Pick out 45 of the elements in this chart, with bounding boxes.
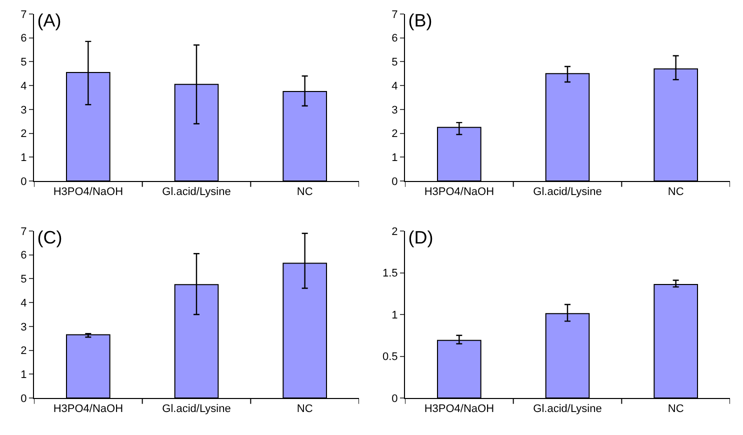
chart-title: (A) (37, 10, 62, 31)
y-tick-label: 4 (392, 80, 398, 92)
y-tick-label: 1 (392, 152, 398, 164)
y-tick-label: 2 (20, 128, 27, 140)
chart-title: (C) (37, 228, 62, 248)
y-tick-label: 3 (392, 104, 398, 116)
y-tick-label: 3 (20, 104, 27, 116)
y-tick-label: 6 (20, 32, 27, 45)
x-tick-label: H3PO4/NaOH (424, 403, 494, 416)
y-tick-label: 5 (20, 274, 27, 286)
y-tick-label: 4 (20, 297, 27, 310)
y-tick-label: 2 (392, 226, 398, 238)
y-tick-label: 2 (392, 128, 398, 140)
x-tick-label: Gl.acid/Lysine (533, 186, 602, 198)
y-tick-label: 7 (20, 8, 27, 21)
y-tick-label: 1 (20, 368, 27, 381)
y-tick-label: 0 (392, 392, 398, 405)
x-tick-label: NC (668, 403, 684, 416)
x-tick-label: NC (296, 186, 313, 198)
y-tick-label: 7 (392, 8, 398, 21)
y-tick-label: 1 (392, 309, 398, 322)
y-tick-label: 2 (20, 345, 27, 358)
x-tick-label: H3PO4/NaOH (424, 186, 494, 198)
x-tick-label: H3PO4/NaOH (53, 186, 124, 198)
x-tick-label: H3PO4/NaOH (53, 403, 124, 416)
y-tick-label: 0 (392, 176, 398, 188)
y-tick-label: 7 (20, 226, 27, 238)
y-tick-label: 5 (392, 56, 398, 69)
y-tick-label: 0 (20, 392, 27, 405)
y-tick-label: 6 (20, 250, 27, 262)
x-tick-label: NC (668, 186, 684, 198)
y-tick-label: 0 (20, 176, 27, 188)
y-tick-label: 4 (20, 80, 27, 92)
x-tick-label: Gl.acid/Lysine (162, 403, 231, 416)
y-tick-label: 0.5 (382, 351, 398, 364)
y-tick-label: 1.5 (382, 268, 398, 280)
chart-title: (D) (408, 228, 434, 248)
y-tick-label: 1 (20, 152, 27, 164)
chart-title: (B) (408, 10, 432, 31)
y-tick-label: 6 (392, 32, 398, 45)
y-tick-label: 3 (20, 321, 27, 334)
x-tick-label: Gl.acid/Lysine (533, 403, 602, 416)
y-tick-label: 5 (20, 56, 27, 69)
x-tick-label: NC (296, 403, 313, 416)
x-tick-label: Gl.acid/Lysine (162, 186, 231, 198)
